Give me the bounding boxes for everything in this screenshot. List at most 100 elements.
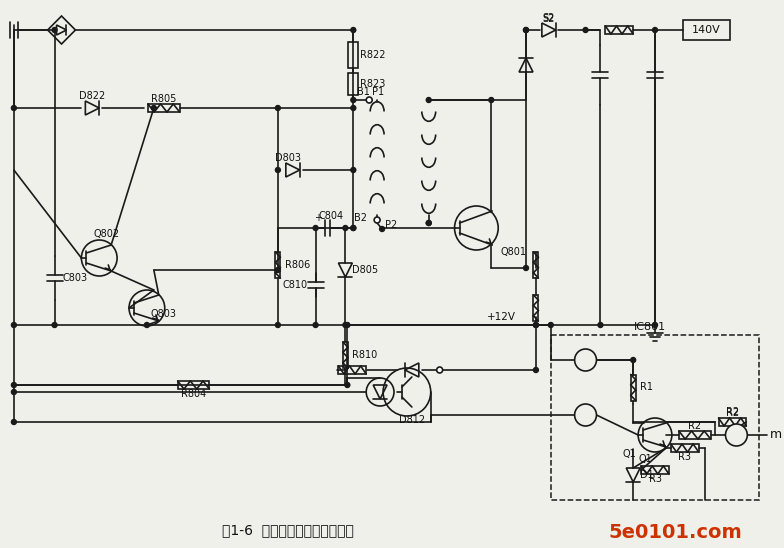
Circle shape: [12, 390, 16, 395]
Circle shape: [313, 225, 318, 231]
Circle shape: [275, 168, 281, 173]
Circle shape: [275, 267, 281, 272]
Text: Q802: Q802: [93, 229, 119, 239]
Text: R3: R3: [678, 452, 691, 462]
Text: 图1-6  光电耦合式稳压控制电路: 图1-6 光电耦合式稳压控制电路: [222, 523, 354, 537]
Bar: [275, 252, 281, 278]
Circle shape: [52, 323, 57, 328]
Circle shape: [524, 265, 528, 271]
Text: D812: D812: [399, 415, 425, 425]
Circle shape: [426, 220, 431, 225]
Circle shape: [652, 323, 658, 328]
Circle shape: [533, 323, 539, 328]
Circle shape: [151, 106, 156, 111]
Text: D805: D805: [352, 265, 379, 275]
Circle shape: [548, 323, 554, 328]
Text: 1: 1: [583, 355, 589, 365]
Circle shape: [379, 226, 385, 231]
Circle shape: [12, 106, 16, 111]
Text: +12V: +12V: [487, 312, 516, 322]
Text: B1: B1: [358, 87, 370, 97]
Bar: [533, 252, 539, 278]
Circle shape: [533, 323, 539, 328]
Text: B2: B2: [354, 213, 367, 223]
Text: R822: R822: [361, 50, 386, 60]
Bar: [348, 42, 358, 68]
Text: m: m: [770, 429, 782, 442]
Circle shape: [488, 98, 494, 102]
Text: R2: R2: [726, 407, 739, 417]
Bar: [679, 431, 710, 439]
Circle shape: [533, 368, 539, 373]
Circle shape: [275, 323, 281, 328]
Circle shape: [350, 168, 356, 173]
Text: 3: 3: [733, 430, 740, 440]
Text: R1: R1: [640, 383, 653, 392]
Text: R804: R804: [181, 389, 206, 399]
Circle shape: [598, 323, 603, 328]
Text: S2: S2: [543, 14, 555, 24]
Circle shape: [275, 106, 281, 111]
Text: R3: R3: [648, 474, 662, 484]
Circle shape: [343, 225, 348, 231]
Circle shape: [426, 98, 431, 102]
Circle shape: [12, 420, 16, 425]
Text: D822: D822: [79, 91, 105, 101]
Circle shape: [350, 225, 356, 231]
Text: R2: R2: [688, 421, 701, 431]
Circle shape: [374, 217, 380, 223]
Text: C803: C803: [63, 273, 88, 283]
Bar: [605, 26, 633, 34]
Bar: [718, 418, 746, 426]
Bar: [178, 381, 209, 389]
Text: +: +: [314, 213, 321, 223]
Circle shape: [12, 323, 16, 328]
Text: C810: C810: [282, 280, 307, 290]
Circle shape: [524, 27, 528, 32]
Circle shape: [345, 323, 350, 328]
Bar: [641, 466, 669, 474]
Text: 140V: 140V: [692, 25, 721, 35]
Circle shape: [345, 383, 350, 387]
Bar: [348, 73, 358, 95]
Circle shape: [426, 220, 431, 225]
Circle shape: [12, 383, 16, 387]
Text: 2: 2: [583, 410, 589, 420]
Circle shape: [350, 98, 356, 102]
Bar: [671, 444, 699, 452]
Circle shape: [52, 27, 57, 32]
Text: C804: C804: [319, 211, 344, 221]
Text: D803: D803: [275, 153, 301, 163]
Circle shape: [630, 357, 636, 362]
Text: 5e0101.com: 5e0101.com: [608, 522, 742, 541]
Text: Q801: Q801: [500, 247, 526, 257]
Circle shape: [366, 97, 372, 103]
Circle shape: [524, 27, 528, 32]
Bar: [533, 295, 539, 321]
Circle shape: [350, 27, 356, 32]
Text: Q803: Q803: [151, 309, 177, 319]
Text: P2: P2: [385, 220, 397, 230]
Text: IC801: IC801: [634, 322, 666, 332]
Text: R805: R805: [151, 94, 176, 104]
Text: R810: R810: [352, 350, 378, 360]
Circle shape: [313, 323, 318, 328]
Bar: [343, 342, 348, 368]
Text: D1: D1: [640, 470, 654, 480]
Circle shape: [583, 27, 588, 32]
Circle shape: [350, 106, 356, 111]
Bar: [339, 366, 366, 374]
Circle shape: [343, 323, 348, 328]
Circle shape: [437, 367, 443, 373]
Text: S2: S2: [543, 13, 555, 23]
Bar: [683, 20, 731, 40]
Text: R2: R2: [726, 408, 739, 418]
Bar: [630, 374, 636, 401]
Text: Q1: Q1: [622, 449, 636, 459]
Circle shape: [725, 424, 747, 446]
Circle shape: [350, 225, 356, 231]
Bar: [148, 104, 180, 112]
Text: R823: R823: [361, 79, 386, 89]
Circle shape: [575, 349, 597, 371]
Text: P1: P1: [372, 87, 384, 97]
